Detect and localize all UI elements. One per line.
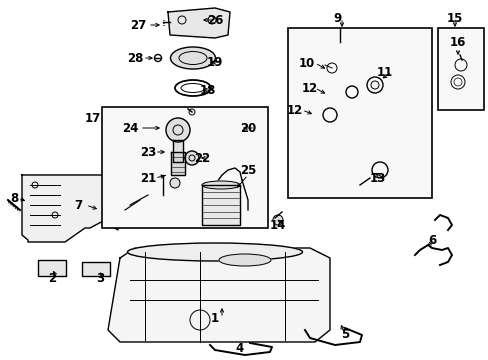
- Ellipse shape: [127, 243, 302, 261]
- Circle shape: [346, 86, 357, 98]
- Polygon shape: [168, 8, 229, 38]
- Circle shape: [272, 215, 283, 225]
- Text: 14: 14: [269, 219, 285, 231]
- Circle shape: [366, 77, 382, 93]
- Text: 10: 10: [298, 57, 314, 69]
- Circle shape: [184, 151, 199, 165]
- Polygon shape: [171, 152, 184, 175]
- Bar: [437, 28, 483, 110]
- Text: 1: 1: [210, 311, 219, 324]
- Text: 15: 15: [446, 12, 462, 24]
- Bar: [287, 28, 431, 198]
- Text: 24: 24: [122, 122, 138, 135]
- Text: 9: 9: [333, 12, 342, 24]
- Text: 22: 22: [193, 152, 210, 165]
- Text: 5: 5: [340, 328, 348, 342]
- Text: 8: 8: [10, 192, 18, 204]
- Text: 12: 12: [301, 81, 318, 95]
- Text: 2: 2: [48, 273, 56, 285]
- Polygon shape: [202, 185, 240, 225]
- Text: 28: 28: [126, 51, 143, 64]
- Circle shape: [165, 118, 190, 142]
- Text: 3: 3: [96, 273, 104, 285]
- Circle shape: [323, 108, 336, 122]
- Text: 6: 6: [427, 234, 435, 247]
- FancyBboxPatch shape: [38, 260, 66, 276]
- Text: 11: 11: [376, 66, 392, 78]
- Text: 16: 16: [449, 36, 465, 49]
- Bar: [102, 107, 267, 228]
- Text: 26: 26: [206, 14, 223, 27]
- Text: 13: 13: [369, 171, 386, 185]
- Polygon shape: [22, 175, 118, 242]
- FancyBboxPatch shape: [82, 262, 110, 276]
- Text: 23: 23: [140, 145, 156, 158]
- Polygon shape: [108, 248, 329, 342]
- Circle shape: [371, 162, 387, 178]
- Text: 21: 21: [140, 171, 156, 185]
- Text: 27: 27: [130, 18, 146, 32]
- Ellipse shape: [202, 181, 240, 189]
- Text: 20: 20: [240, 122, 256, 135]
- Ellipse shape: [170, 47, 215, 69]
- Text: 12: 12: [286, 104, 303, 117]
- Text: 19: 19: [206, 55, 223, 68]
- Text: 4: 4: [235, 342, 244, 355]
- Text: 18: 18: [200, 84, 216, 96]
- Circle shape: [170, 178, 180, 188]
- Ellipse shape: [219, 254, 270, 266]
- Text: 25: 25: [239, 163, 256, 176]
- Polygon shape: [173, 140, 183, 162]
- Text: 17: 17: [85, 112, 101, 125]
- Text: 7: 7: [74, 198, 82, 212]
